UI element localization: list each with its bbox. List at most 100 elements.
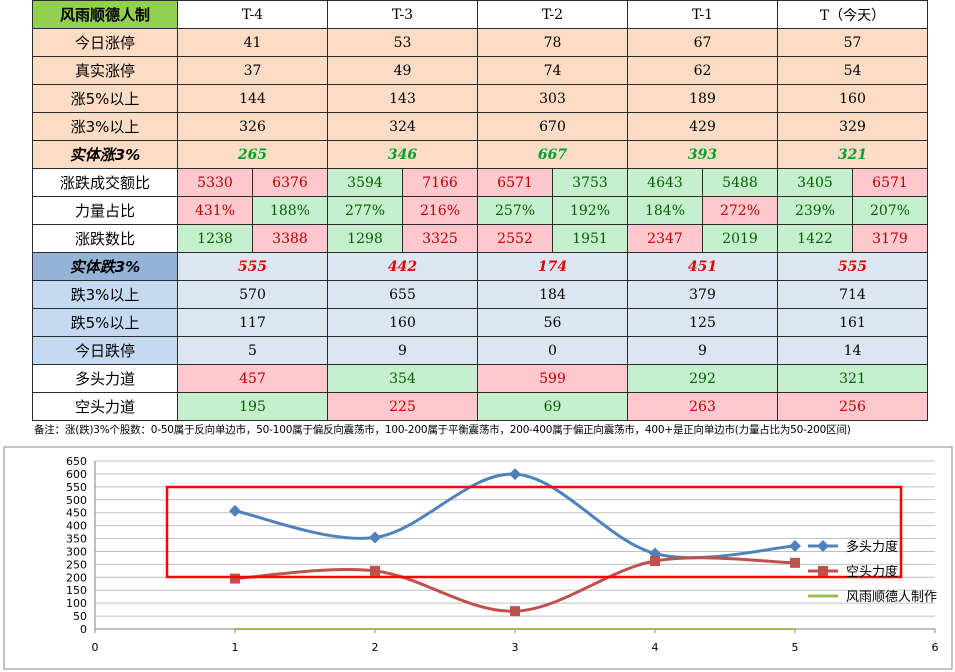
table-cell: 1422 — [777, 224, 853, 253]
row-label: 涨跌成交额比 — [32, 168, 178, 197]
y-tick-label: 350 — [66, 533, 87, 546]
table-cell: 555 — [777, 252, 928, 281]
row-label: 涨5%以上 — [32, 84, 178, 113]
table-cell: 599 — [477, 364, 628, 393]
table-cell: 3405 — [777, 168, 853, 197]
column-header: T-2 — [477, 0, 628, 29]
column-header: T-3 — [327, 0, 478, 29]
table-cell: 3753 — [552, 168, 628, 197]
y-tick-label: 150 — [66, 584, 87, 597]
x-tick-label: 2 — [372, 641, 379, 654]
row-label: 跌3%以上 — [32, 280, 178, 309]
row-label: 涨3%以上 — [32, 112, 178, 141]
data-point — [230, 573, 240, 584]
data-point — [509, 468, 521, 481]
table-row: 跌5%以上 117 160 56 125 161 — [32, 308, 928, 337]
table-cell: 5 — [177, 336, 328, 365]
data-point — [370, 565, 380, 576]
table-cell: 184% — [627, 196, 703, 225]
table-cell: 292 — [627, 364, 778, 393]
data-point — [789, 540, 801, 553]
x-tick-label: 1 — [232, 641, 239, 654]
table-cell: 14 — [777, 336, 928, 365]
table-cell: 2019 — [702, 224, 778, 253]
column-header: T（今天） — [777, 0, 928, 29]
table-cell: 256 — [777, 392, 928, 421]
table-row: 实体涨3% 265 346 667 393 321 — [32, 140, 928, 169]
table-cell: 49 — [327, 56, 478, 85]
table-cell: 1951 — [552, 224, 628, 253]
x-tick-label: 4 — [652, 641, 659, 654]
y-tick-label: 50 — [73, 610, 87, 623]
table-cell: 321 — [777, 364, 928, 393]
table-cell: 53 — [327, 28, 478, 57]
table-cell: 0 — [477, 336, 628, 365]
table-cell: 272% — [702, 196, 778, 225]
column-header: T-4 — [177, 0, 328, 29]
table-cell: 429 — [627, 112, 778, 141]
highlight-box — [165, 485, 903, 579]
y-tick-label: 550 — [66, 481, 87, 494]
y-tick-label: 400 — [66, 520, 87, 533]
table-cell: 3325 — [402, 224, 478, 253]
table-cell: 431% — [177, 196, 253, 225]
row-label: 实体涨3% — [32, 140, 178, 169]
table-cell: 62 — [627, 56, 778, 85]
legend-label: 风雨顺德人制作 — [846, 590, 937, 605]
table-cell: 160 — [327, 308, 478, 337]
table-cell: 78 — [477, 28, 628, 57]
table-cell: 56 — [477, 308, 628, 337]
data-point — [369, 531, 381, 544]
table-cell: 2347 — [627, 224, 703, 253]
table-row: 多头力道 457 354 599 292 321 — [32, 364, 928, 393]
table-cell: 3388 — [252, 224, 328, 253]
table-row: 实体跌3% 555 442 174 451 555 — [32, 252, 928, 281]
data-point — [650, 556, 660, 567]
table-cell: 324 — [327, 112, 478, 141]
x-tick-label: 6 — [932, 641, 939, 654]
table-row: 涨5%以上 144 143 303 189 160 — [32, 84, 928, 113]
table-cell: 125 — [627, 308, 778, 337]
y-tick-label: 100 — [66, 597, 87, 610]
y-tick-label: 300 — [66, 545, 87, 558]
data-point — [649, 547, 661, 560]
chart-frame — [3, 446, 953, 670]
table-cell: 2552 — [477, 224, 553, 253]
table-row: 力量占比 431% 188% 277% 216% 257% 192% 184% 272% 239%… — [32, 196, 928, 225]
row-label: 跌5%以上 — [32, 308, 178, 337]
table-cell: 1298 — [327, 224, 403, 253]
table-cell: 263 — [627, 392, 778, 421]
table-cell: 174 — [477, 252, 628, 281]
table-cell: 655 — [327, 280, 478, 309]
table-cell: 67 — [627, 28, 778, 57]
table-cell: 393 — [627, 140, 778, 169]
legend-label: 多头力度 — [846, 539, 898, 555]
table-cell: 225 — [327, 392, 478, 421]
row-label: 真实涨停 — [32, 56, 178, 85]
header-row: 风雨顺德人制 T-4 T-3 T-2 T-1 T（今天） — [32, 0, 928, 29]
data-point — [229, 504, 241, 517]
table-cell: 346 — [327, 140, 478, 169]
table-cell: 667 — [477, 140, 628, 169]
row-label: 空头力道 — [32, 392, 178, 421]
table-cell: 570 — [177, 280, 328, 309]
table-cell: 57 — [777, 28, 928, 57]
table-cell: 457 — [177, 364, 328, 393]
table-cell: 216% — [402, 196, 478, 225]
table-cell: 207% — [852, 196, 928, 225]
table-cell: 326 — [177, 112, 328, 141]
table-cell: 3594 — [327, 168, 403, 197]
table-row: 今日跌停 5 9 0 9 14 — [32, 336, 928, 365]
table-cell: 143 — [327, 84, 478, 113]
table-cell: 160 — [777, 84, 928, 113]
table-cell: 321 — [777, 140, 928, 169]
table-row: 涨3%以上 326 324 670 429 329 — [32, 112, 928, 141]
row-label: 多头力道 — [32, 364, 178, 393]
table-cell: 265 — [177, 140, 328, 169]
table-cell: 161 — [777, 308, 928, 337]
table-cell: 6571 — [852, 168, 928, 197]
table-cell: 9 — [327, 336, 478, 365]
table-cell: 189 — [627, 84, 778, 113]
row-label: 今日涨停 — [32, 28, 178, 57]
table-cell: 379 — [627, 280, 778, 309]
